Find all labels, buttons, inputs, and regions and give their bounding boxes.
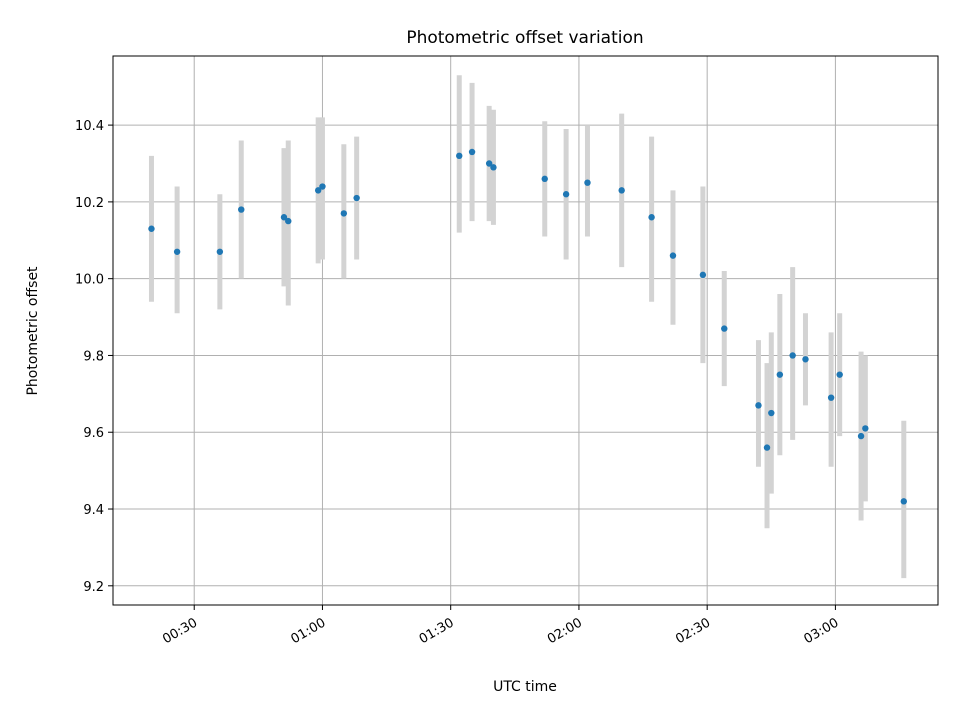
data-points bbox=[148, 148, 908, 505]
grid bbox=[113, 56, 938, 605]
data-point bbox=[669, 252, 677, 259]
data-point bbox=[763, 444, 771, 451]
y-tick-label: 9.4 bbox=[83, 503, 104, 518]
data-point bbox=[768, 409, 775, 417]
data-point bbox=[789, 352, 796, 359]
data-point bbox=[314, 187, 322, 194]
data-point bbox=[173, 248, 181, 255]
x-tick-label: 01:30 bbox=[417, 615, 457, 647]
data-point bbox=[490, 164, 497, 171]
data-point bbox=[648, 214, 655, 221]
y-axis: 9.2 9.4 9.6 9.8 10.0 10.2 10.4 bbox=[75, 119, 113, 595]
data-point bbox=[699, 271, 707, 279]
y-tick-label: 10.2 bbox=[75, 196, 104, 211]
x-tick-label: 00:30 bbox=[160, 615, 200, 647]
plot-area bbox=[113, 56, 938, 605]
x-axis: 00:30 01:00 01:30 02:00 02:30 03:00 bbox=[160, 605, 841, 647]
plot-frame bbox=[112, 55, 939, 606]
x-tick-label: 01:00 bbox=[289, 615, 329, 647]
data-point bbox=[456, 152, 463, 160]
data-point bbox=[900, 498, 908, 505]
data-point bbox=[353, 194, 360, 202]
data-point bbox=[618, 187, 625, 194]
data-point bbox=[755, 402, 762, 409]
data-point bbox=[319, 183, 326, 190]
data-point bbox=[485, 160, 493, 167]
data-point bbox=[238, 206, 245, 213]
data-point bbox=[827, 394, 835, 401]
data-point bbox=[340, 210, 348, 217]
data-point bbox=[468, 148, 476, 156]
data-point bbox=[721, 325, 728, 332]
chart-title: Photometric offset variation bbox=[406, 28, 643, 48]
y-tick-label: 9.2 bbox=[83, 580, 104, 595]
data-point bbox=[857, 432, 865, 440]
data-point bbox=[280, 214, 288, 221]
data-point bbox=[285, 217, 292, 225]
x-tick-label: 02:30 bbox=[673, 615, 713, 647]
y-tick-label: 9.6 bbox=[83, 426, 104, 441]
x-tick-label: 03:00 bbox=[801, 615, 841, 647]
y-tick-label: 10.4 bbox=[75, 119, 104, 134]
data-point bbox=[541, 175, 548, 183]
data-point bbox=[584, 179, 591, 186]
data-point bbox=[216, 248, 224, 255]
data-point bbox=[148, 225, 155, 232]
data-point bbox=[776, 371, 784, 378]
data-point bbox=[836, 371, 843, 378]
y-tick-label: 9.8 bbox=[83, 349, 104, 364]
x-tick-label: 02:00 bbox=[545, 615, 585, 647]
y-axis-label: Photometric offset bbox=[25, 266, 41, 396]
data-point bbox=[802, 356, 809, 363]
data-point bbox=[862, 425, 869, 432]
data-point bbox=[562, 191, 570, 198]
y-tick-label: 10.0 bbox=[75, 273, 104, 288]
x-axis-label: UTC time bbox=[493, 679, 557, 695]
